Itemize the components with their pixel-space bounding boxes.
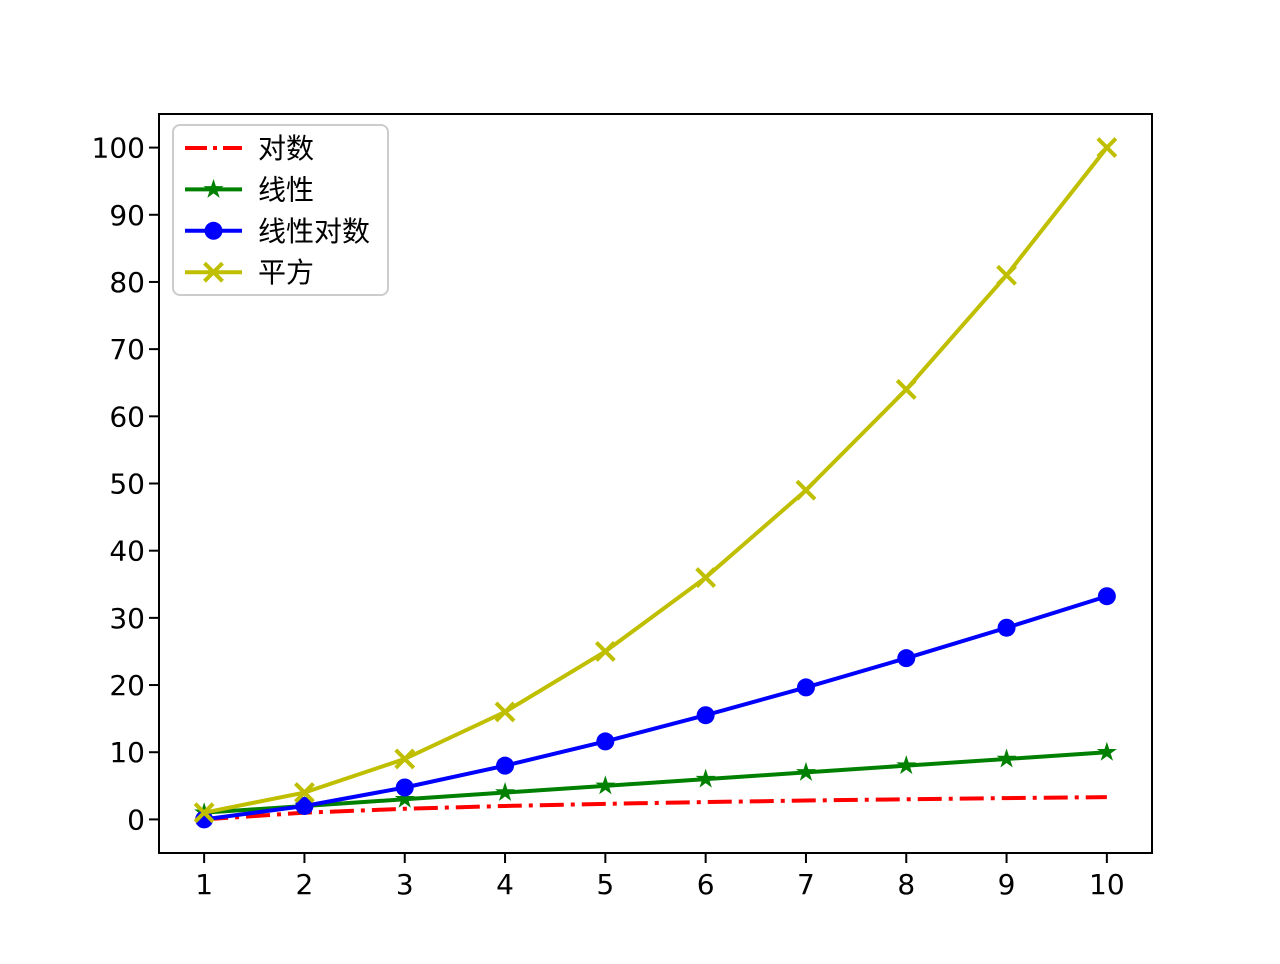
marker-star — [595, 775, 616, 795]
marker-circle — [997, 618, 1016, 637]
marker-star — [203, 178, 224, 198]
legend-label: 平方 — [258, 256, 314, 289]
marker-x — [203, 261, 224, 283]
x-tick-label: 10 — [1089, 868, 1125, 901]
axes-frame — [158, 113, 1153, 854]
series-line-log — [204, 795, 1107, 822]
y-tick-label: 80 — [109, 266, 145, 299]
marker-x — [996, 264, 1017, 286]
y-tick-label: 70 — [109, 333, 145, 366]
x-tick-label: 6 — [697, 868, 715, 901]
marker-x — [193, 802, 215, 824]
marker-circle — [295, 796, 314, 815]
y-tick-label: 0 — [127, 803, 145, 836]
marker-circle — [696, 706, 715, 725]
x-tick-label: 1 — [195, 868, 213, 901]
marker-x — [695, 567, 717, 588]
series-line-quadratic — [203, 146, 1109, 815]
marker-x — [895, 379, 917, 400]
series-quadratic — [193, 137, 1118, 824]
series-line-linearithmic — [203, 594, 1108, 822]
marker-x — [394, 748, 416, 770]
legend-label: 线性对数 — [258, 215, 370, 248]
marker-x — [494, 701, 516, 723]
legend-item-quadratic: 平方 — [185, 256, 314, 289]
series-linearithmic — [195, 587, 1116, 829]
x-tick-label: 3 — [396, 868, 414, 901]
x-tick-label: 7 — [797, 868, 815, 901]
x-tick-label: 5 — [596, 868, 614, 901]
y-tick-label: 60 — [109, 400, 145, 433]
marker-star — [1096, 741, 1117, 761]
marker-circle — [1097, 587, 1116, 606]
marker-circle — [395, 778, 414, 797]
y-tick-label: 40 — [109, 535, 145, 568]
x-tick-label: 8 — [897, 868, 915, 901]
marker-x — [795, 479, 817, 501]
x-tick-label: 4 — [496, 868, 514, 901]
legend-label: 对数 — [258, 132, 314, 165]
marker-circle — [897, 649, 916, 668]
series-log — [204, 795, 1107, 822]
marker-star — [495, 782, 516, 802]
legend-item-linearithmic: 线性对数 — [185, 215, 370, 248]
legend-item-log: 对数 — [185, 132, 314, 165]
marker-star — [695, 768, 716, 788]
x-tick-label: 2 — [296, 868, 314, 901]
series-line-linear — [204, 750, 1107, 815]
marker-circle — [496, 756, 515, 775]
y-tick-label: 100 — [92, 132, 145, 165]
marker-circle — [204, 221, 223, 240]
y-tick-label: 50 — [109, 468, 145, 501]
marker-x — [294, 782, 315, 803]
y-tick-label: 10 — [109, 736, 145, 769]
x-tick-label: 9 — [998, 868, 1016, 901]
marker-star — [896, 755, 917, 775]
y-tick-label: 90 — [109, 199, 145, 232]
y-tick-label: 20 — [109, 669, 145, 702]
legend-item-linear: 线性 — [185, 173, 314, 206]
legend-label: 线性 — [258, 173, 314, 206]
marker-star — [394, 788, 415, 808]
marker-star — [795, 761, 816, 781]
marker-circle — [596, 732, 615, 751]
marker-x — [594, 641, 616, 662]
y-tick-label: 30 — [109, 602, 145, 635]
marker-star — [996, 748, 1017, 768]
marker-x — [1096, 137, 1118, 159]
legend-box — [172, 124, 389, 296]
marker-circle — [796, 678, 815, 697]
